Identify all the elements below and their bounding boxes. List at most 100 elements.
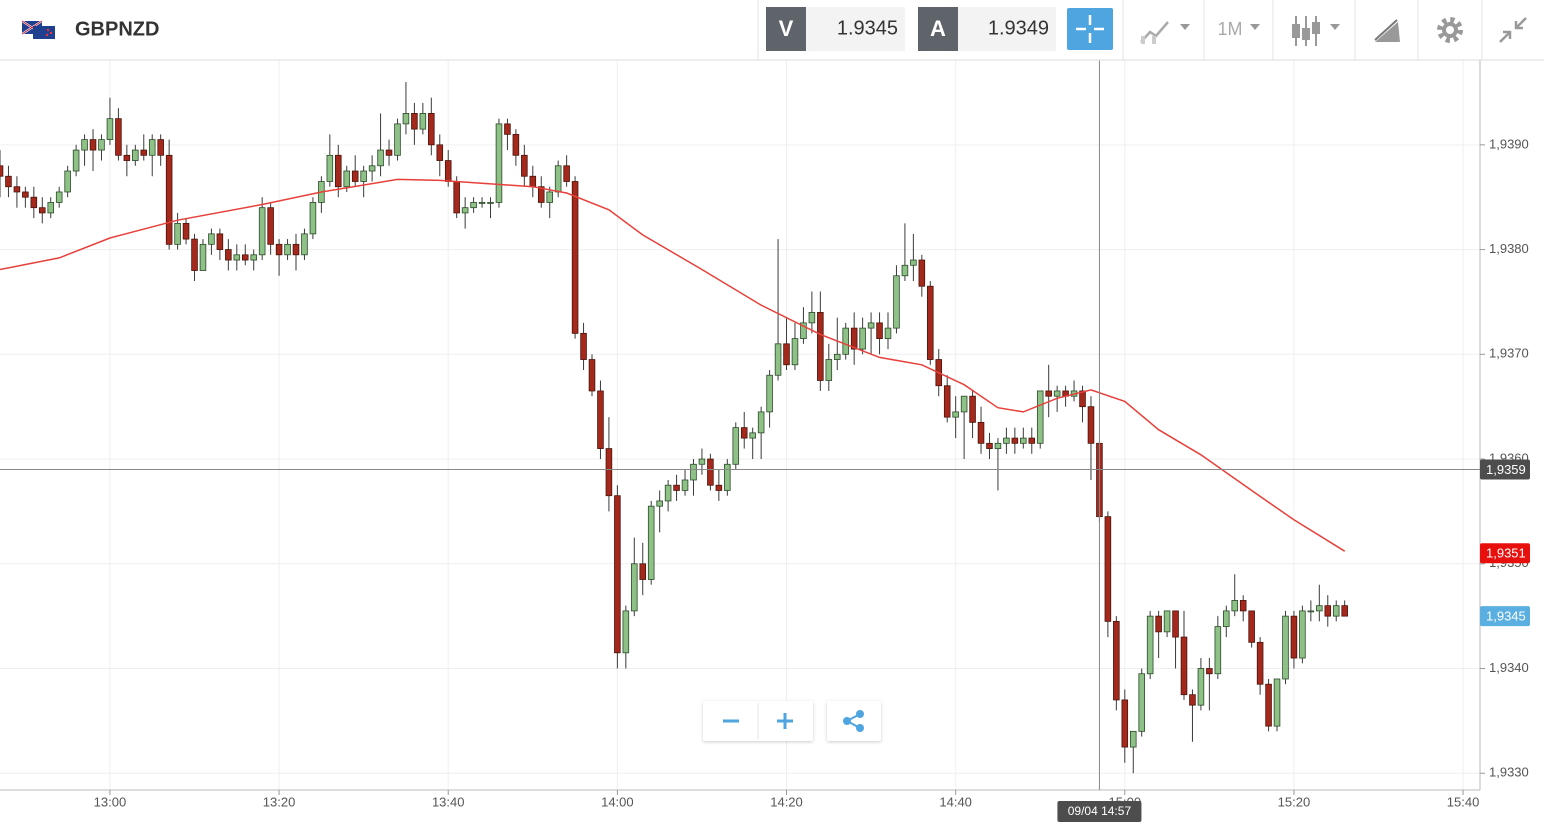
buy-button[interactable]: A 1.9349 <box>918 7 1056 51</box>
price-tag <box>1480 543 1530 564</box>
candle-body <box>351 170 359 182</box>
price-tag <box>1480 606 1530 627</box>
candle-body <box>385 149 393 156</box>
candle-body <box>233 254 241 261</box>
candle-body <box>1180 636 1188 696</box>
flag-icon <box>21 20 55 39</box>
timeframe-button[interactable]: 1M <box>1217 19 1260 39</box>
candle-body <box>1121 699 1129 748</box>
candle-body <box>267 207 274 245</box>
timeframe: 1M <box>1217 19 1242 39</box>
candle-body <box>825 359 833 381</box>
candle-body <box>554 165 562 193</box>
candle-body <box>1197 668 1205 706</box>
candle-body <box>757 411 765 434</box>
candle-body <box>241 254 249 261</box>
price-tag-label: 1,9345 <box>1486 609 1526 624</box>
candle-body <box>732 427 740 465</box>
bid-price: 1.9345 <box>837 17 898 39</box>
settings-button[interactable] <box>1437 17 1463 43</box>
candle-body <box>360 170 367 182</box>
y-tick-label: 1,9330 <box>1489 765 1529 780</box>
candle-body <box>98 139 105 151</box>
candle-body <box>368 165 376 172</box>
candle-body <box>47 202 55 214</box>
toolbar: GBPNZD V 1.9345 A 1.9349 1M <box>0 0 1544 61</box>
candle-body <box>64 170 71 193</box>
candle-body <box>1214 626 1222 675</box>
candle-body <box>994 442 1002 449</box>
zoom-in-button[interactable] <box>777 713 793 729</box>
candle-body <box>1206 668 1213 675</box>
x-tick-label: 14:00 <box>601 794 634 809</box>
candle-body <box>1316 605 1323 612</box>
crosshair-button[interactable] <box>1067 8 1113 50</box>
candle-body <box>132 149 139 161</box>
candle-body <box>571 181 579 334</box>
candle-body <box>1341 605 1348 617</box>
candle-body <box>960 395 968 413</box>
candle-body <box>309 202 317 235</box>
candle-body <box>1172 610 1179 638</box>
share-button[interactable] <box>827 701 881 741</box>
price-tag-label: 1,9351 <box>1486 546 1526 561</box>
candle-body <box>681 479 689 491</box>
candle-body <box>1324 605 1332 617</box>
candle-body <box>13 186 21 193</box>
candle-body <box>656 500 663 507</box>
candle-body <box>850 327 858 350</box>
candle-body <box>72 149 80 172</box>
candle-body <box>724 463 731 491</box>
collapse-button[interactable] <box>1499 17 1527 43</box>
candle-body <box>977 421 985 444</box>
candle-body <box>140 149 148 156</box>
candle-body <box>411 113 418 130</box>
candle-body <box>800 322 807 339</box>
candle-body <box>791 338 799 366</box>
candle-body <box>1036 390 1044 444</box>
sell-button[interactable]: V 1.9345 <box>766 7 905 51</box>
candle-body <box>969 395 976 423</box>
candle-body <box>614 495 621 654</box>
indicator-button[interactable] <box>1292 16 1340 46</box>
candle-body <box>1231 600 1239 612</box>
candle-body <box>893 275 900 329</box>
overlay: 09/04 14:57 1,9359 1,9351 1,9345 <box>0 60 1530 822</box>
candle-body <box>343 170 351 188</box>
candle-body <box>639 563 647 580</box>
candle-body <box>1290 615 1298 659</box>
candle-body <box>394 123 401 156</box>
candle-body <box>808 312 816 324</box>
x-tick-label: 14:20 <box>770 794 803 809</box>
candle-body <box>377 149 384 167</box>
candle-body <box>487 202 494 204</box>
candle-body <box>1163 610 1171 633</box>
candle-body <box>740 427 748 439</box>
chart-type-button[interactable] <box>1140 21 1190 44</box>
crosshair-time-label: 09/04 14:57 <box>1068 804 1132 818</box>
candle-body <box>182 222 190 240</box>
candle-body <box>1113 620 1120 701</box>
candle-body <box>504 123 511 135</box>
candle-body <box>478 202 486 204</box>
draw-button[interactable] <box>1374 19 1400 42</box>
candle-body <box>833 353 841 360</box>
ask-price: 1.9349 <box>988 17 1049 39</box>
candle-body <box>521 154 528 177</box>
candle-body <box>89 139 97 151</box>
candle-body <box>817 312 824 381</box>
y-tick-label: 1,9380 <box>1489 241 1529 256</box>
candle-body <box>402 113 410 125</box>
candle-body <box>1138 673 1145 732</box>
candle-body <box>428 113 435 146</box>
candle-body <box>470 202 477 209</box>
price-tag-label: 1,9359 <box>1486 462 1526 477</box>
candle-body <box>1307 610 1315 613</box>
candle-body <box>631 563 638 612</box>
x-tick-label: 13:00 <box>94 794 127 809</box>
candle-body <box>55 191 63 203</box>
candle-body <box>1020 437 1027 444</box>
candle-body <box>563 165 570 182</box>
candle-body <box>115 118 122 156</box>
